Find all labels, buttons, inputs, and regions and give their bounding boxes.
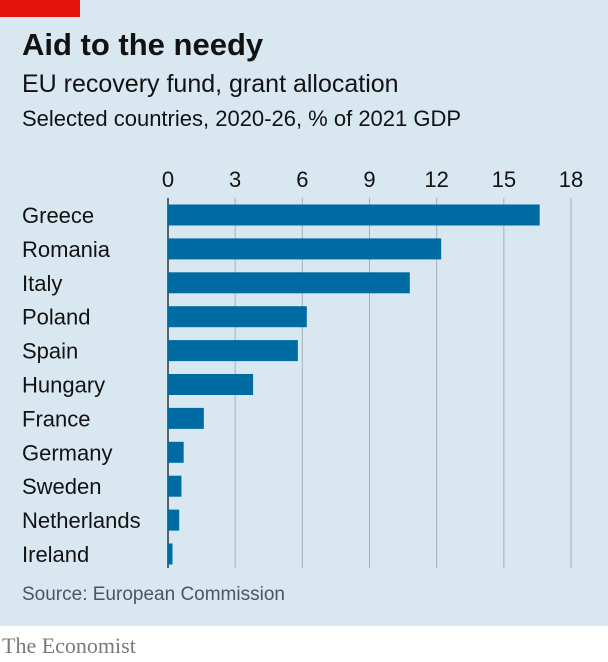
- category-label: Romania: [22, 237, 111, 262]
- category-label: Netherlands: [22, 508, 141, 533]
- x-tick-label: 6: [296, 167, 308, 192]
- category-label: Poland: [22, 305, 91, 330]
- x-tick-label: 0: [162, 167, 174, 192]
- bar-france: [168, 407, 204, 429]
- x-tick-label: 9: [363, 167, 375, 192]
- source-note: Source: European Commission: [22, 584, 285, 605]
- bar-greece: [168, 204, 540, 226]
- bar-hungary: [168, 374, 254, 395]
- chart-description: Selected countries, 2020-26, % of 2021 G…: [22, 106, 462, 131]
- bars: [168, 204, 540, 565]
- chart-title: Aid to the needy: [22, 27, 264, 62]
- x-tick-label: 18: [559, 167, 583, 192]
- bar-poland: [168, 306, 307, 328]
- x-tick-label: 12: [424, 167, 448, 192]
- bar-germany: [168, 441, 184, 463]
- bar-netherlands: [168, 509, 180, 531]
- category-labels: Greece Romania Italy Poland Spain Hungary Fran…: [22, 203, 141, 567]
- category-label: Italy: [22, 271, 62, 296]
- publisher-logo: The Economist: [2, 633, 136, 658]
- gridlines: [167, 198, 572, 568]
- bar-romania: [168, 238, 442, 260]
- x-tick-label: 15: [492, 167, 516, 192]
- category-label: Germany: [22, 440, 112, 465]
- x-tick-label: 3: [229, 167, 241, 192]
- bar-ireland: [168, 543, 173, 565]
- x-axis-ticks: 0 3 6 9 12 15 18: [162, 167, 583, 192]
- category-label: Ireland: [22, 542, 89, 567]
- bar-sweden: [168, 475, 182, 497]
- brand-accent-tag: [0, 0, 80, 17]
- category-label: Greece: [22, 203, 94, 228]
- category-label: Spain: [22, 339, 78, 364]
- bar-italy: [168, 272, 410, 294]
- category-label: Sweden: [22, 474, 102, 499]
- category-label: France: [22, 406, 90, 431]
- category-label: Hungary: [22, 373, 105, 398]
- chart-subtitle: EU recovery fund, grant allocation: [22, 70, 399, 98]
- bar-spain: [168, 340, 298, 362]
- bar-chart: 0 3 6 9 12 15 18 Greece Romania Italy Poland Spain…: [22, 167, 583, 568]
